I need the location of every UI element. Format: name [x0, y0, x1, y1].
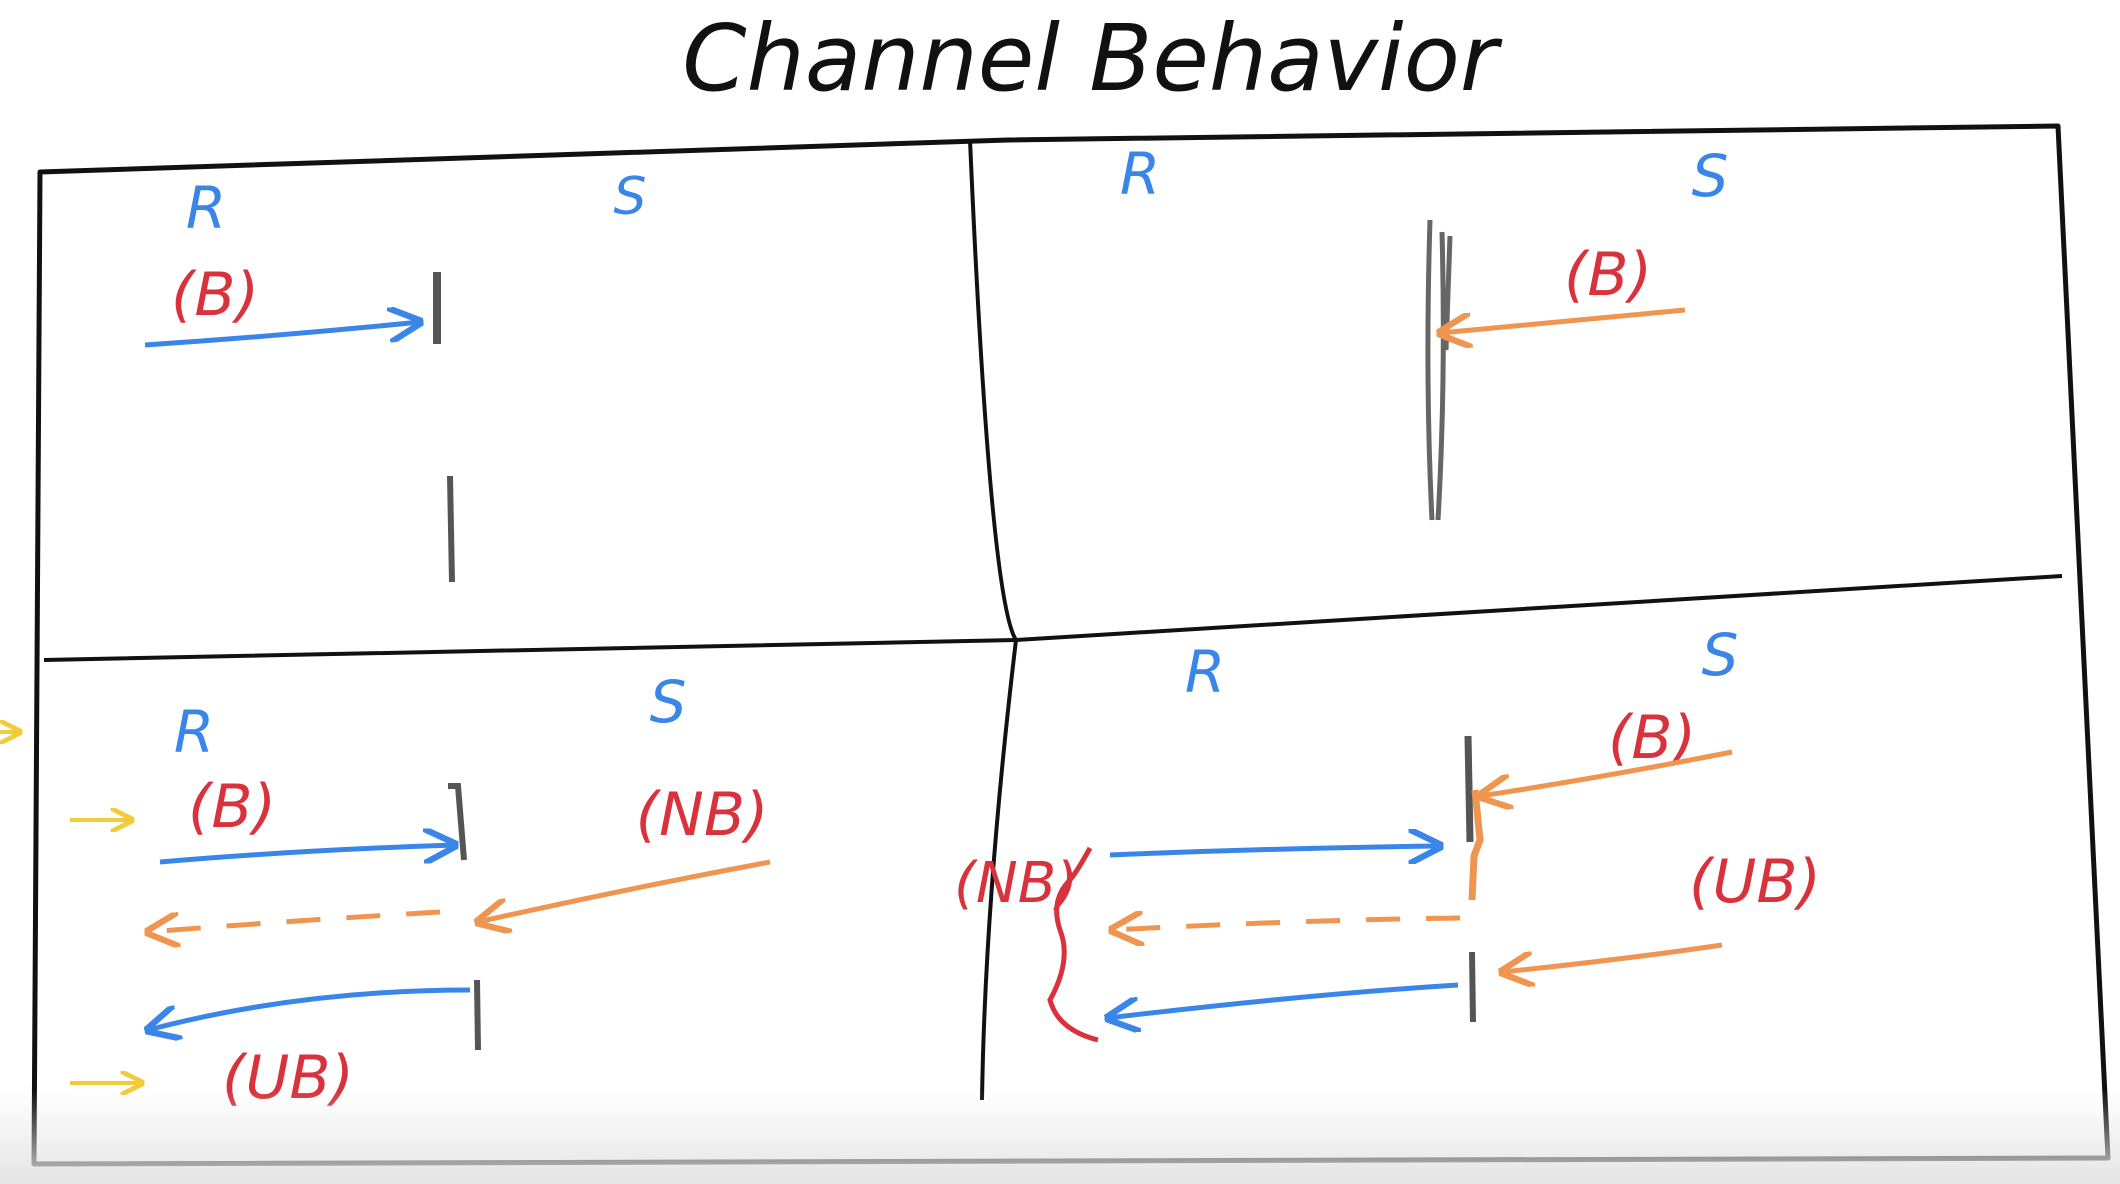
vertical-divider [968, 139, 1019, 1101]
receive-arrow [1109, 846, 1440, 855]
blocking-label: (B) [171, 260, 259, 330]
receiver-label: R [1120, 140, 1160, 208]
channel-bar [474, 979, 481, 1051]
quadrant-bottom-right: R S (B) (UB) (NB) [954, 621, 1821, 1043]
sender-label: S [613, 167, 646, 227]
grouping-brace [1047, 846, 1099, 1043]
quadrant-bottom-left: R S (B) (NB) (UB) [0, 668, 771, 1113]
unblocked-label: (UB) [1689, 847, 1821, 917]
send-arrow [1502, 942, 1723, 972]
send-arrow [1440, 307, 1686, 333]
non-blocking-label: (NB) [636, 780, 769, 850]
send-arrow [1480, 749, 1733, 796]
horizontal-divider [43, 574, 2063, 662]
channel-bar [1425, 219, 1453, 521]
quadrant-top-right: R S (B) [1120, 140, 1729, 521]
channel-bar [1469, 951, 1476, 1023]
channel-bar [1464, 735, 1474, 843]
receive-return-arrow [148, 987, 471, 1030]
sender-label: S [1692, 142, 1729, 210]
receiver-label: R [174, 698, 214, 766]
receiver-label: R [1185, 638, 1225, 706]
quadrant-top-left: R S (B) [144, 167, 647, 583]
blocking-label: (B) [188, 772, 276, 842]
sender-label: S [650, 668, 687, 736]
bottom-shadow [0, 1090, 2120, 1184]
outer-frame [31, 123, 2111, 1167]
dashed-return-arrow [148, 909, 441, 932]
channel-bar [448, 783, 467, 861]
receive-arrow [144, 322, 420, 348]
channel-state-mark [1468, 789, 1484, 901]
send-arrow [478, 859, 771, 922]
channel-bar [447, 475, 455, 583]
receive-return-arrow [1108, 982, 1459, 1018]
blocking-label: (B) [1564, 240, 1652, 310]
dashed-return-arrow [1112, 918, 1461, 930]
receiver-label: R [186, 174, 226, 242]
sender-label: S [1702, 621, 1739, 689]
receive-arrow [159, 845, 455, 865]
diagram-title: Channel Behavior [682, 5, 1503, 112]
